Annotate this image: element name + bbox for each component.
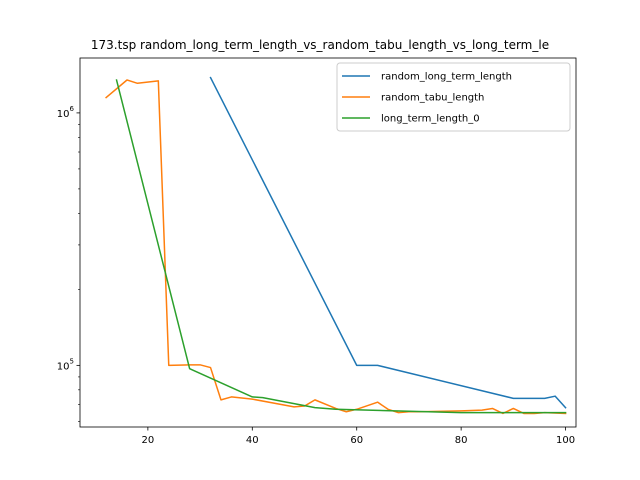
y-axis: 105 106 (57, 105, 80, 422)
series-line-random-long-term-length (209, 76, 567, 409)
chart-title: 173.tsp random_long_term_length_vs_rando… (91, 38, 549, 52)
legend-label: random_long_term_length (381, 72, 512, 83)
series-line-long-term-length-0 (115, 79, 567, 414)
legend-label: random_tabu_length (381, 93, 484, 104)
x-tick-label: 60 (350, 435, 363, 446)
axes-layer (79, 57, 577, 428)
x-tick-label: 100 (556, 435, 575, 446)
x-tick-label: 40 (246, 435, 259, 446)
series-line-random-tabu-length (105, 79, 567, 415)
x-tick-label: 20 (142, 435, 155, 446)
series-layer (105, 76, 567, 415)
y-tick-label: 105 (57, 357, 74, 372)
legend-box (336, 62, 571, 132)
plot-frame (79, 57, 577, 428)
x-tick-label: 80 (455, 435, 468, 446)
legend-label: long_term_length_0 (381, 114, 480, 125)
y-tick-label: 106 (57, 105, 75, 120)
legend: random_long_term_length random_tabu_lengt… (336, 62, 571, 132)
x-axis: 20 40 60 80 100 (142, 427, 575, 446)
